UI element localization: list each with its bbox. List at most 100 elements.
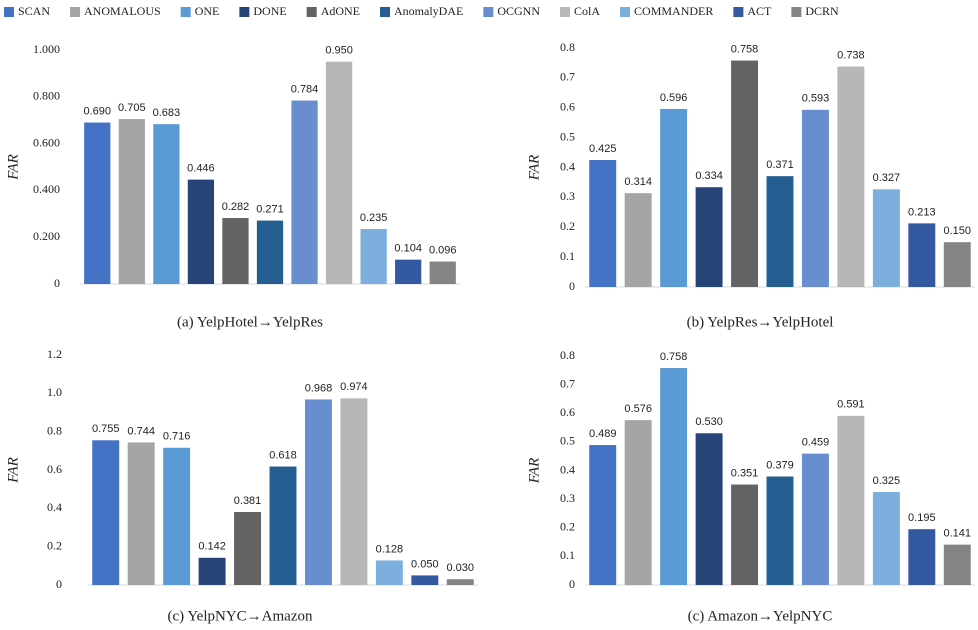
bar [395,259,422,284]
bar [187,179,215,284]
legend-swatch [4,7,14,17]
bar [837,66,865,288]
y-tick-label: 0.400 [33,182,60,196]
bar [291,100,318,284]
y-axis-label: FAR [5,154,21,181]
bar [837,415,865,585]
bar [731,60,759,287]
y-tick-label: 0.1 [560,249,575,263]
y-tick-label: 0 [569,577,575,591]
value-label: 0.489 [589,428,617,440]
value-label: 0.195 [908,512,936,524]
legend-label: DCRN [805,4,839,18]
bar [198,557,226,585]
value-label: 0.446 [187,163,215,175]
y-tick-label: 0.7 [560,70,575,84]
value-label: 0.379 [766,459,794,471]
value-label: 0.141 [944,528,972,540]
y-tick-label: 0.2 [560,219,575,233]
y-tick-label: 1.2 [47,347,62,361]
bar [411,575,439,585]
bar [943,544,971,585]
value-label: 0.150 [944,225,972,237]
y-tick-label: 0.5 [560,129,575,143]
bar [92,440,120,585]
legend-swatch [180,7,191,17]
y-axis-label: FAR [526,155,542,182]
y-tick-label: 0.8 [560,40,575,54]
y-axis-label: FAR [526,458,542,485]
bar [256,220,284,284]
y-tick-label: 0 [569,279,575,293]
value-label: 0.744 [127,425,155,437]
value-label: 0.968 [305,382,333,394]
value-label: 0.325 [873,475,901,487]
y-tick-label: 1.0 [47,385,62,399]
legend-swatch [620,7,631,17]
value-label: 0.758 [660,351,688,363]
legend-label: ACT [747,4,772,18]
legend-swatch [70,7,81,17]
y-tick-label: 0 [56,577,62,591]
y-tick-label: 0.200 [33,229,60,243]
bar [943,242,971,287]
y-tick-label: 0.1 [560,548,575,562]
bar [446,579,474,585]
value-label: 0.596 [660,92,688,104]
value-label: 0.327 [873,172,901,184]
value-label: 0.459 [802,437,830,449]
bar [766,476,794,585]
value-label: 0.974 [340,381,368,393]
value-label: 0.716 [163,431,191,443]
y-tick-label: 0.7 [560,376,575,390]
value-label: 0.950 [325,45,353,57]
bar [801,453,829,585]
value-label: 0.591 [837,399,865,411]
y-tick-label: 0.2 [560,520,575,534]
bar [695,433,723,585]
bar [660,108,688,287]
y-tick-label: 0.800 [33,89,60,103]
value-label: 0.334 [695,170,723,182]
bar [872,491,900,585]
legend-swatch [306,7,317,17]
value-label: 0.235 [360,212,388,224]
legend-swatch [239,7,250,17]
value-label: 0.030 [447,562,475,574]
bar [375,560,403,585]
legend-swatch [483,7,494,17]
value-label: 0.096 [429,244,457,256]
value-label: 0.142 [198,541,226,553]
bar [731,484,759,585]
legend-label: AdONE [321,4,360,18]
y-tick-label: 0.600 [33,135,60,149]
y-tick-label: 0.8 [560,348,575,362]
bar [908,529,936,585]
bar [429,261,456,284]
bar [360,229,387,284]
value-label: 0.271 [256,203,284,215]
value-label: 0.758 [731,43,759,55]
value-label: 0.576 [624,403,652,415]
bar [163,447,191,585]
value-label: 0.530 [695,416,723,428]
bar [325,61,353,285]
legend-swatch [733,7,744,17]
value-label: 0.690 [84,105,112,117]
value-label: 0.314 [624,176,652,188]
bar [234,511,262,585]
bar [624,193,652,287]
y-tick-label: 0.3 [560,189,575,203]
bar [660,368,688,585]
bar [269,466,297,585]
bar [908,223,936,287]
legend-label: ANOMALOUS [84,4,161,18]
value-label: 0.425 [589,143,617,155]
legend-label: COMMANDER [634,4,713,18]
bar [118,119,145,284]
value-label: 0.618 [269,449,297,461]
value-label: 0.738 [837,49,865,61]
bar [222,218,249,284]
value-label: 0.381 [234,495,262,507]
value-label: 0.705 [118,102,146,114]
